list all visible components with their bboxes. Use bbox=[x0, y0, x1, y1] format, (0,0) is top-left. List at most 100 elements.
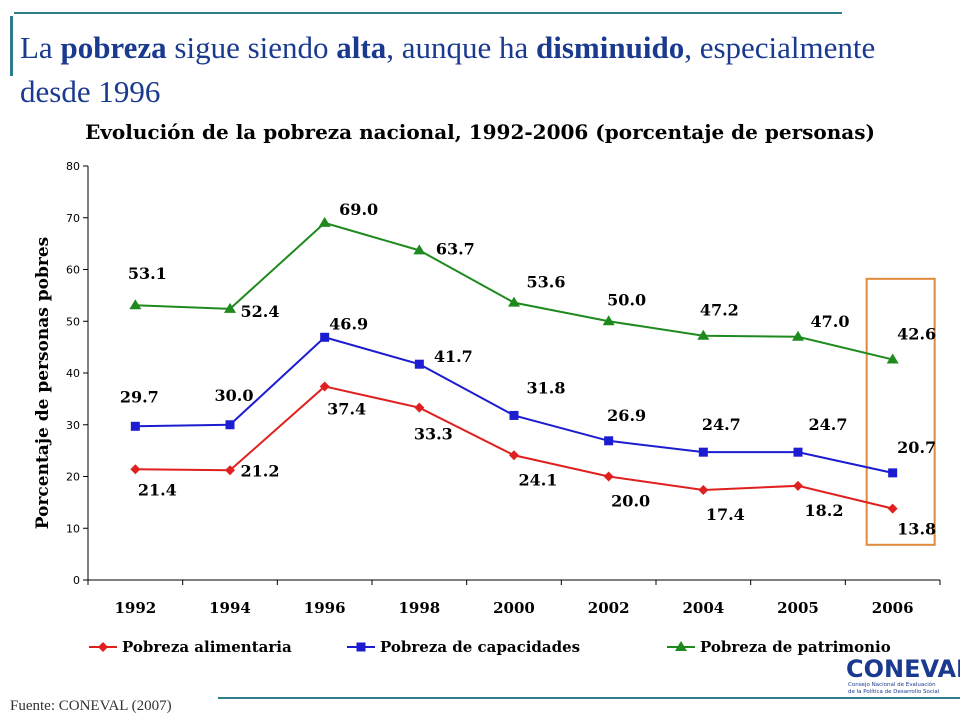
series-pobreza-de-capacidades: 29.7 30.0 46.9 41.7 31.8 26.9 24.7 24.7 20.7 bbox=[120, 314, 936, 478]
source-note: Fuente: CONEVAL (2007) bbox=[10, 698, 172, 714]
legend-swatch-1 bbox=[347, 642, 375, 652]
x-tick-label-2004: 2004 bbox=[682, 599, 724, 617]
data-point-2-2005 bbox=[792, 330, 804, 341]
series-pobreza-alimentaria: 21.4 21.2 37.4 33.3 24.1 20.0 17.4 18.2 13.8 bbox=[130, 381, 936, 539]
data-label-2-1994: 52.4 bbox=[241, 302, 280, 321]
data-point-1-2004 bbox=[698, 447, 708, 457]
data-label-2-2004: 47.2 bbox=[700, 301, 739, 320]
coneval-logo: CONEVAL Consejo Nacional de Evaluación d… bbox=[832, 656, 960, 700]
data-label-2-1992: 53.1 bbox=[128, 264, 167, 283]
legend-label-1: Pobreza de capacidades bbox=[380, 638, 581, 656]
legend-marker-2 bbox=[675, 641, 687, 651]
data-point-2-1992 bbox=[129, 299, 142, 310]
poverty-line-chart: 0 10 20 30 40 50 60 70 80 1992 1994 1996 1998 2000 200… bbox=[33, 160, 941, 617]
data-point-2-1998 bbox=[413, 244, 426, 255]
data-point-2-2006 bbox=[886, 353, 899, 364]
logo-subtitle-2: de la Política de Desarrollo Social bbox=[848, 689, 940, 695]
x-tick-label-1994: 1994 bbox=[209, 599, 251, 617]
legend-item-2: Pobreza de patrimonio bbox=[666, 638, 891, 656]
data-point-1-2000 bbox=[509, 410, 519, 420]
data-label-0-2002: 20.0 bbox=[611, 492, 650, 511]
data-label-0-1996: 37.4 bbox=[327, 399, 366, 418]
bottom-rule bbox=[218, 697, 960, 699]
data-label-1-2000: 31.8 bbox=[527, 378, 566, 397]
data-point-1-2002 bbox=[604, 436, 614, 446]
data-point-0-2006 bbox=[887, 503, 898, 514]
data-point-1-1992 bbox=[130, 421, 140, 431]
data-point-0-1998 bbox=[414, 402, 425, 413]
logo-subtitle-1: Consejo Nacional de Evaluación bbox=[848, 682, 936, 688]
logo-name: CONEVAL bbox=[846, 655, 960, 683]
legend-swatch-2 bbox=[667, 641, 695, 651]
headline-part-0: La bbox=[20, 30, 61, 65]
data-label-2-2006: 42.6 bbox=[897, 325, 936, 344]
data-point-0-1996 bbox=[319, 381, 330, 392]
x-tick-label-2000: 2000 bbox=[493, 599, 535, 617]
data-label-1-2002: 26.9 bbox=[607, 406, 646, 425]
data-label-0-2005: 18.2 bbox=[805, 501, 844, 520]
y-tick-label-30: 30 bbox=[66, 419, 80, 432]
data-point-0-2005 bbox=[793, 480, 803, 491]
headline-part-1: pobreza bbox=[60, 30, 167, 65]
legend-label-0: Pobreza alimentaria bbox=[122, 638, 292, 656]
data-label-2-1998: 63.7 bbox=[436, 239, 475, 258]
left-rule bbox=[10, 16, 13, 76]
chart-title: Evolución de la pobreza nacional, 1992-2… bbox=[85, 120, 875, 144]
slide-headline: La pobreza sigue siendo alta, aunque ha … bbox=[20, 26, 920, 114]
headline-part-4: , aunque ha bbox=[386, 30, 536, 65]
data-label-1-2005: 24.7 bbox=[809, 415, 848, 434]
headline-part-6: , especialmente desde 1996 bbox=[20, 30, 876, 109]
data-label-1-1996: 46.9 bbox=[329, 314, 368, 333]
y-tick-label-10: 10 bbox=[66, 522, 80, 535]
data-point-1-1996 bbox=[320, 332, 330, 342]
data-label-1-1994: 30.0 bbox=[215, 386, 254, 405]
headline-part-3: alta bbox=[336, 30, 387, 65]
legend-item-1: Pobreza de capacidades bbox=[346, 638, 580, 656]
data-label-1-2006: 20.7 bbox=[897, 438, 936, 457]
y-axis-label: Porcentaje de personas pobres bbox=[33, 237, 53, 529]
series-line-0 bbox=[135, 385, 893, 510]
data-label-2-1996: 69.0 bbox=[339, 200, 378, 219]
data-label-1-1992: 29.7 bbox=[120, 387, 159, 406]
data-point-0-2004 bbox=[698, 484, 709, 495]
data-label-0-2000: 24.1 bbox=[519, 470, 558, 489]
data-point-1-1998 bbox=[414, 359, 424, 369]
legend-marker-1 bbox=[356, 642, 366, 652]
data-point-2-2002 bbox=[602, 315, 615, 326]
data-point-2-1996 bbox=[318, 216, 331, 227]
data-label-1-1998: 41.7 bbox=[434, 347, 473, 366]
data-point-1-1994 bbox=[225, 420, 235, 430]
data-point-2-1994 bbox=[224, 302, 236, 313]
y-tick-label-50: 50 bbox=[66, 315, 80, 328]
y-tick-label-70: 70 bbox=[66, 212, 80, 225]
data-point-0-2002 bbox=[603, 471, 614, 482]
legend-swatch-0 bbox=[89, 642, 117, 652]
y-tick-label-20: 20 bbox=[66, 471, 80, 484]
data-label-2-2000: 53.6 bbox=[527, 273, 566, 292]
data-label-0-1992: 21.4 bbox=[138, 480, 177, 499]
x-tick-label-1998: 1998 bbox=[398, 599, 440, 617]
data-point-0-1992 bbox=[130, 464, 141, 475]
x-tick-label-2005: 2005 bbox=[777, 599, 819, 617]
top-rule bbox=[14, 12, 842, 14]
data-label-0-1994: 21.2 bbox=[241, 461, 280, 480]
series-pobreza-de-patrimonio: 53.1 52.4 69.0 63.7 53.6 50.0 47.2 47.0 42.6 bbox=[128, 200, 936, 364]
series-line-2 bbox=[135, 221, 893, 361]
data-label-0-2006: 13.8 bbox=[897, 520, 936, 539]
data-label-1-2004: 24.7 bbox=[702, 415, 741, 434]
data-point-2-2004 bbox=[697, 329, 710, 340]
data-label-2-2005: 47.0 bbox=[811, 312, 850, 331]
legend-item-0: Pobreza alimentaria bbox=[88, 638, 292, 656]
y-tick-label-0: 0 bbox=[73, 574, 80, 587]
data-label-0-1998: 33.3 bbox=[414, 425, 453, 444]
y-tick-label-80: 80 bbox=[66, 160, 80, 173]
legend-marker-0 bbox=[98, 642, 108, 652]
data-point-1-2006 bbox=[888, 468, 898, 478]
legend-label-2: Pobreza de patrimonio bbox=[700, 638, 891, 656]
data-point-1-2005 bbox=[793, 447, 803, 457]
x-tick-label-1996: 1996 bbox=[304, 599, 346, 617]
y-tick-label-60: 60 bbox=[66, 264, 80, 277]
data-point-2-2000 bbox=[508, 296, 520, 307]
x-tick-label-2006: 2006 bbox=[872, 599, 914, 617]
data-label-0-2004: 17.4 bbox=[706, 505, 745, 524]
